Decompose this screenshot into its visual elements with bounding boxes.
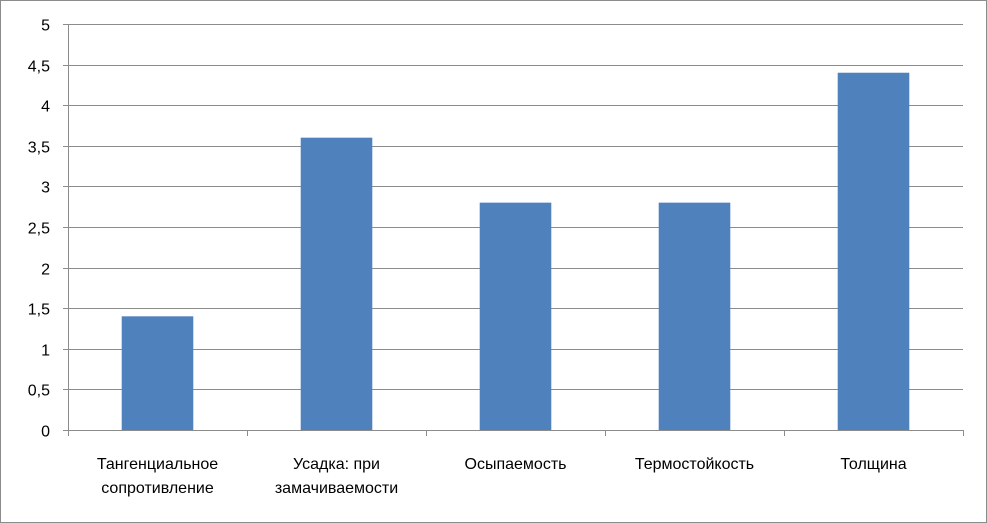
category-label-line: Толщина (840, 456, 906, 473)
bar (658, 202, 731, 430)
y-tick-label: 2,5 (28, 221, 50, 238)
y-tick-label: 0,5 (28, 383, 50, 400)
y-tick-label: 0 (41, 424, 50, 441)
bar (837, 72, 910, 430)
bar (300, 137, 373, 430)
category-label-line: Усадка: при (293, 456, 380, 473)
gridlines (68, 24, 963, 390)
category-label: Термостойкость (635, 456, 754, 473)
category-label-line: Осыпаемость (465, 456, 567, 473)
y-tick-label: 4 (41, 99, 50, 116)
category-label: Толщина (840, 456, 906, 473)
y-tick-label: 1 (41, 343, 50, 360)
y-tick-label: 2 (41, 262, 50, 279)
bars (121, 72, 910, 430)
category-label-line: Тангенциальное (97, 456, 218, 473)
y-tick-labels: 0 0,5 1 1,5 2 2,5 3 3,5 4 4,5 5 (28, 18, 50, 441)
axes (63, 24, 964, 436)
category-label-line: замачиваемости (275, 480, 398, 497)
y-tick-label: 1,5 (28, 302, 50, 319)
category-labels: Тангенциальное сопротивление Усадка: при за… (97, 456, 907, 497)
category-label-line: Термостойкость (635, 456, 754, 473)
y-tick-label: 4,5 (28, 59, 50, 76)
y-tick-label: 3 (41, 180, 50, 197)
category-label-line: сопротивление (101, 480, 214, 497)
y-tick-label: 5 (41, 18, 50, 35)
category-label: Осыпаемость (465, 456, 567, 473)
category-label: Усадка: при замачиваемости (275, 456, 398, 497)
y-tick-label: 3,5 (28, 140, 50, 157)
category-label: Тангенциальное сопротивление (97, 456, 218, 497)
bar (479, 202, 552, 430)
bar (121, 316, 194, 430)
